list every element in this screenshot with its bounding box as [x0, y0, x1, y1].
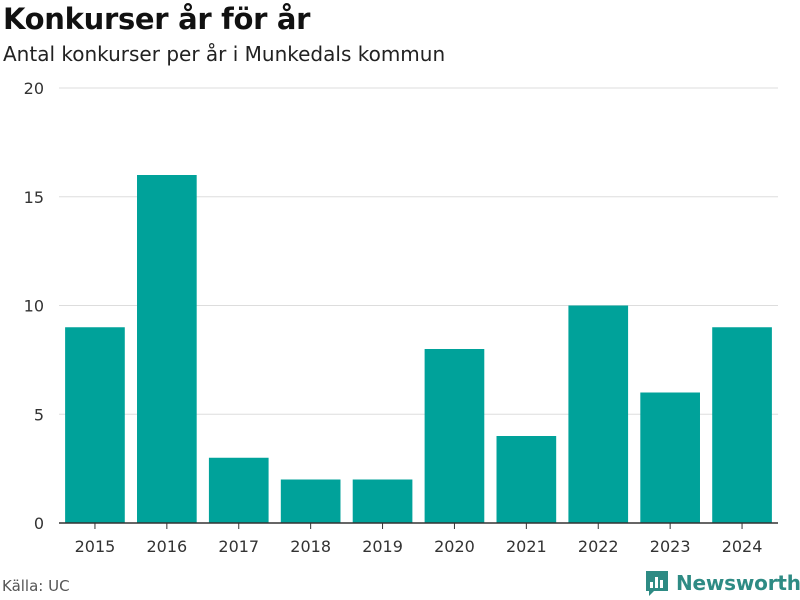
bar-2022 — [568, 305, 629, 523]
bars — [65, 175, 772, 523]
brand-logo: Newsworthy — [644, 568, 800, 598]
x-tick-label: 2023 — [650, 537, 691, 556]
y-axis-ticks: 0 5 10 15 20 — [24, 79, 44, 533]
bar-2015 — [65, 327, 125, 523]
bar-2020 — [424, 349, 485, 523]
bar-2017 — [208, 457, 269, 523]
x-tick-label: 2019 — [362, 537, 403, 556]
y-tick-label: 10 — [24, 297, 44, 316]
x-axis-ticks: 2015 2016 2017 2018 2019 2020 2021 2022 2023 2024 — [75, 523, 763, 556]
y-tick-label: 5 — [34, 405, 44, 424]
x-tick-label: 2020 — [434, 537, 475, 556]
bar-2021 — [496, 436, 557, 523]
x-tick-label: 2015 — [75, 537, 116, 556]
y-tick-label: 20 — [24, 79, 44, 98]
x-tick-label: 2024 — [722, 537, 763, 556]
x-tick-label: 2018 — [290, 537, 331, 556]
bar-2023 — [640, 392, 700, 523]
bar-2024 — [712, 327, 772, 523]
brand-name: Newsworthy — [676, 571, 800, 595]
bar-2016 — [137, 175, 197, 523]
newsworthy-logo-icon — [646, 571, 668, 596]
bar-2019 — [352, 479, 413, 523]
y-tick-label: 15 — [24, 188, 44, 207]
chart-subtitle: Antal konkurser per år i Munkedals kommu… — [3, 42, 446, 66]
x-tick-label: 2016 — [146, 537, 187, 556]
y-tick-label: 0 — [34, 514, 44, 533]
chart-title: Konkurser år för år — [3, 2, 311, 36]
x-tick-label: 2021 — [506, 537, 547, 556]
bar-2018 — [280, 479, 341, 523]
source-note: Källa: UC — [2, 577, 70, 595]
x-tick-label: 2022 — [578, 537, 619, 556]
x-tick-label: 2017 — [218, 537, 259, 556]
